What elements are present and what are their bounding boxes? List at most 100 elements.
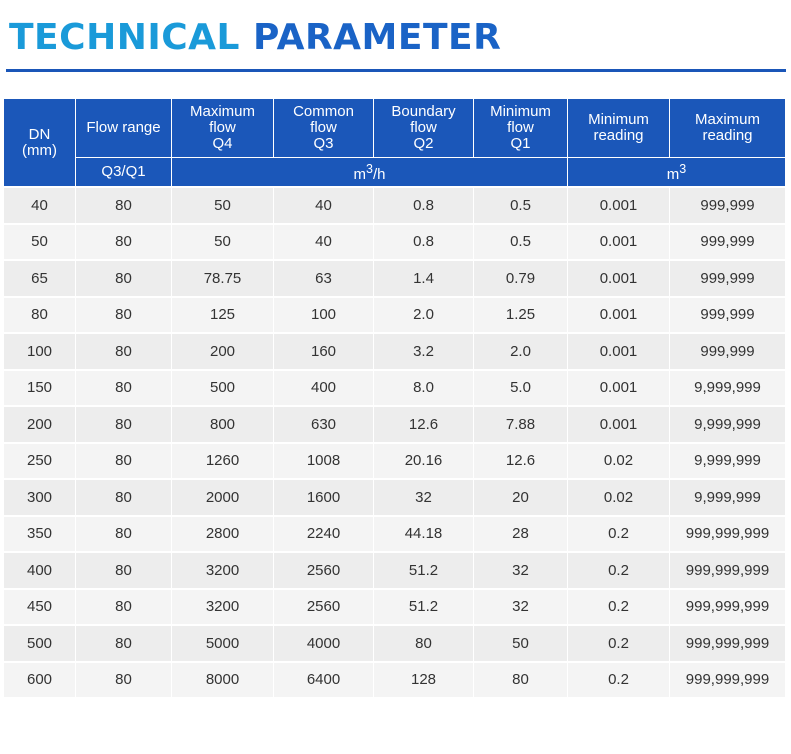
cell-max-reading: 9,999,999 xyxy=(669,478,786,516)
cell-common-flow: 6400 xyxy=(273,660,374,698)
cell-common-flow: 40 xyxy=(273,222,374,261)
cell-flow-range: 80 xyxy=(75,478,172,516)
page-title: TECHNICAL PARAMETER xyxy=(9,20,501,56)
cell-min-reading: 0.001 xyxy=(567,259,670,297)
cell-min-flow: 5.0 xyxy=(473,368,568,407)
cell-flow-range: 80 xyxy=(75,405,172,443)
cell-dn: 80 xyxy=(3,295,76,334)
cell-dn: 400 xyxy=(3,551,76,589)
cell-boundary-flow: 51.2 xyxy=(373,587,474,626)
cell-dn: 500 xyxy=(3,624,76,662)
cell-min-flow: 7.88 xyxy=(473,405,568,443)
cell-boundary-flow: 12.6 xyxy=(373,405,474,443)
table-row: 300 80 2000 1600 32 20 0.02 9,999,999 xyxy=(3,478,786,516)
cell-common-flow: 1600 xyxy=(273,478,374,516)
header-min-flow: Minimum flow Q1 xyxy=(473,98,568,158)
cell-flow-range: 80 xyxy=(75,587,172,626)
cell-dn: 150 xyxy=(3,368,76,407)
cell-boundary-flow: 8.0 xyxy=(373,368,474,407)
cell-boundary-flow: 0.8 xyxy=(373,186,474,224)
cell-min-flow: 80 xyxy=(473,660,568,698)
cell-boundary-flow: 128 xyxy=(373,660,474,698)
cell-max-flow: 1260 xyxy=(171,441,274,480)
cell-min-reading: 0.2 xyxy=(567,587,670,626)
cell-dn: 100 xyxy=(3,332,76,370)
table-row: 350 80 2800 2240 44.18 28 0.2 999,999,999 xyxy=(3,514,786,553)
cell-dn: 450 xyxy=(3,587,76,626)
cell-min-flow: 2.0 xyxy=(473,332,568,370)
cell-common-flow: 630 xyxy=(273,405,374,443)
cell-min-flow: 50 xyxy=(473,624,568,662)
cell-boundary-flow: 80 xyxy=(373,624,474,662)
cell-max-reading: 999,999 xyxy=(669,186,786,224)
table-row: 65 80 78.75 63 1.4 0.79 0.001 999,999 xyxy=(3,259,786,297)
cell-dn: 600 xyxy=(3,660,76,698)
cell-min-reading: 0.02 xyxy=(567,441,670,480)
cell-boundary-flow: 3.2 xyxy=(373,332,474,370)
cell-common-flow: 160 xyxy=(273,332,374,370)
cell-max-reading: 9,999,999 xyxy=(669,441,786,480)
cell-min-reading: 0.001 xyxy=(567,186,670,224)
cell-min-flow: 32 xyxy=(473,551,568,589)
cell-max-reading: 999,999 xyxy=(669,332,786,370)
page-header: TECHNICAL PARAMETER xyxy=(0,0,791,80)
cell-min-reading: 0.001 xyxy=(567,332,670,370)
cell-max-flow: 78.75 xyxy=(171,259,274,297)
title-divider xyxy=(6,69,786,72)
cell-min-flow: 0.5 xyxy=(473,222,568,261)
cell-max-flow: 5000 xyxy=(171,624,274,662)
cell-boundary-flow: 51.2 xyxy=(373,551,474,589)
cell-boundary-flow: 20.16 xyxy=(373,441,474,480)
header-flow-unit: m3/h xyxy=(171,157,568,188)
title-part-parameter: PARAMETER xyxy=(253,17,502,58)
cell-max-reading: 999,999 xyxy=(669,295,786,334)
cell-min-reading: 0.001 xyxy=(567,222,670,261)
cell-common-flow: 1008 xyxy=(273,441,374,480)
cell-min-flow: 0.5 xyxy=(473,186,568,224)
cell-flow-range: 80 xyxy=(75,222,172,261)
cell-max-reading: 999,999 xyxy=(669,222,786,261)
cell-max-reading: 999,999,999 xyxy=(669,660,786,698)
cell-common-flow: 4000 xyxy=(273,624,374,662)
cell-boundary-flow: 0.8 xyxy=(373,222,474,261)
table-row: 100 80 200 160 3.2 2.0 0.001 999,999 xyxy=(3,332,786,370)
cell-dn: 65 xyxy=(3,259,76,297)
technical-parameter-table: DN (mm) Flow range Maximum flow Q4 Commo… xyxy=(3,98,786,698)
cell-flow-range: 80 xyxy=(75,332,172,370)
cell-max-reading: 999,999,999 xyxy=(669,624,786,662)
cell-max-reading: 999,999 xyxy=(669,259,786,297)
cell-max-reading: 999,999,999 xyxy=(669,587,786,626)
table-row: 500 80 5000 4000 80 50 0.2 999,999,999 xyxy=(3,624,786,662)
cell-max-reading: 9,999,999 xyxy=(669,368,786,407)
cell-min-reading: 0.001 xyxy=(567,295,670,334)
cell-common-flow: 40 xyxy=(273,186,374,224)
cell-dn: 200 xyxy=(3,405,76,443)
table-row: 40 80 50 40 0.8 0.5 0.001 999,999 xyxy=(3,186,786,224)
header-boundary-flow: Boundary flow Q2 xyxy=(373,98,474,158)
cell-min-reading: 0.02 xyxy=(567,478,670,516)
cell-max-flow: 50 xyxy=(171,186,274,224)
table-row: 80 80 125 100 2.0 1.25 0.001 999,999 xyxy=(3,295,786,334)
header-dn: DN (mm) xyxy=(3,98,76,188)
cell-max-flow: 3200 xyxy=(171,551,274,589)
cell-common-flow: 100 xyxy=(273,295,374,334)
cell-boundary-flow: 2.0 xyxy=(373,295,474,334)
header-ratio: Q3/Q1 xyxy=(75,157,172,188)
cell-boundary-flow: 1.4 xyxy=(373,259,474,297)
cell-common-flow: 2560 xyxy=(273,587,374,626)
table-body: 40 80 50 40 0.8 0.5 0.001 999,999 50 80 50 40 0.8 0.5… xyxy=(3,186,786,698)
table-row: 450 80 3200 2560 51.2 32 0.2 999,999,999 xyxy=(3,587,786,626)
header-flow-range: Flow range xyxy=(75,98,172,158)
cell-max-reading: 999,999,999 xyxy=(669,514,786,553)
cell-min-reading: 0.2 xyxy=(567,551,670,589)
title-part-technical: TECHNICAL xyxy=(9,17,240,58)
cell-dn: 300 xyxy=(3,478,76,516)
cell-min-flow: 1.25 xyxy=(473,295,568,334)
cell-max-flow: 200 xyxy=(171,332,274,370)
cell-min-flow: 28 xyxy=(473,514,568,553)
cell-min-flow: 32 xyxy=(473,587,568,626)
cell-dn: 40 xyxy=(3,186,76,224)
cell-max-flow: 3200 xyxy=(171,587,274,626)
table-header: DN (mm) Flow range Maximum flow Q4 Commo… xyxy=(3,98,786,188)
cell-max-flow: 800 xyxy=(171,405,274,443)
